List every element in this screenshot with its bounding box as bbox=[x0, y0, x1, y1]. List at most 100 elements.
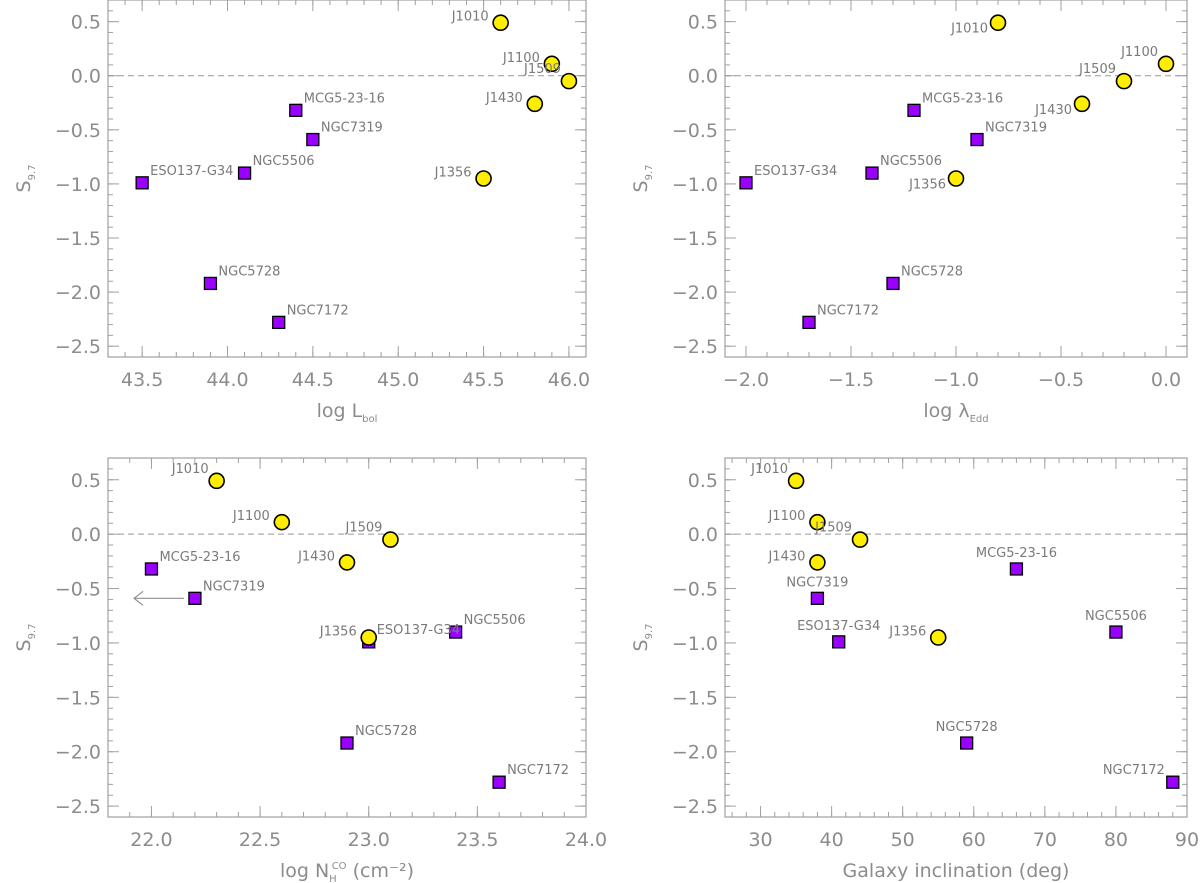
upper-limit-arrow bbox=[133, 590, 185, 606]
x-tick-label: −2.0 bbox=[723, 369, 769, 391]
point-J1356 bbox=[475, 170, 492, 187]
point-label-NGC7172: NGC7172 bbox=[817, 303, 879, 318]
panel-galaxy-inclination: 30 40 50 60 70 80 90 0.5 0.0 −0.5 −1.0 −1.5 −2.0 −2.5… bbox=[630, 457, 1199, 882]
y-axis-label: S9.7 bbox=[630, 165, 655, 193]
point-label-NGC5728: NGC5728 bbox=[901, 264, 963, 279]
y-axis-label: S9.7 bbox=[13, 165, 38, 193]
x-tick-label: 24.0 bbox=[565, 829, 607, 851]
point-NGC5506 bbox=[865, 166, 879, 180]
point-NGC7172 bbox=[802, 315, 816, 330]
point-label-NGC5728: NGC5728 bbox=[218, 264, 280, 279]
y-tick-label: 0.0 bbox=[688, 66, 718, 88]
point-label-NGC5506: NGC5506 bbox=[1085, 609, 1147, 624]
point-NGC5506 bbox=[1109, 625, 1123, 639]
y-tick-label: 0.5 bbox=[688, 12, 718, 34]
point-NGC5728 bbox=[886, 276, 900, 291]
x-axis-label: Galaxy inclination (deg) bbox=[843, 860, 1070, 882]
point-J1100 bbox=[809, 513, 826, 531]
x-tick-label: 50 bbox=[891, 829, 915, 851]
x-tick-label: 44.0 bbox=[206, 369, 248, 391]
y-tick-label: −1.5 bbox=[55, 228, 101, 250]
point-NGC7319 bbox=[188, 591, 202, 605]
y-tick-label: 0.5 bbox=[688, 470, 718, 492]
point-label-J1509: J1509 bbox=[1078, 62, 1116, 77]
point-label-J1010: J1010 bbox=[171, 462, 209, 477]
y-axis-label: S9.7 bbox=[13, 624, 38, 652]
x-tick-label: 45.5 bbox=[462, 369, 504, 391]
point-label-J1356: J1356 bbox=[888, 625, 926, 640]
point-label-NGC7172: NGC7172 bbox=[1103, 763, 1165, 778]
point-label-J1430: J1430 bbox=[297, 549, 335, 564]
plot-frame bbox=[724, 457, 1188, 818]
point-J1509 bbox=[560, 72, 578, 90]
point-NGC5728 bbox=[960, 736, 974, 750]
point-label-NGC7319: NGC7319 bbox=[786, 575, 848, 590]
point-label-MCG5-23-16: MCG5-23-16 bbox=[304, 91, 385, 106]
point-NGC7172 bbox=[1166, 775, 1180, 789]
point-MCG5-23-16 bbox=[1009, 562, 1024, 576]
x-tick-label: 22.0 bbox=[130, 829, 172, 851]
y-tick-label: 0.5 bbox=[71, 12, 101, 34]
y-tick-label: −2.0 bbox=[672, 282, 718, 304]
x-tick-label: 40 bbox=[820, 829, 844, 851]
y-tick-label: −1.5 bbox=[672, 687, 718, 709]
point-label-J1509: J1509 bbox=[523, 62, 561, 77]
y-tick-label: 0.0 bbox=[71, 66, 101, 88]
point-J1430 bbox=[526, 95, 544, 113]
point-J1509 bbox=[1115, 72, 1133, 90]
x-tick-label: 22.5 bbox=[239, 829, 281, 851]
point-label-NGC7319: NGC7319 bbox=[321, 121, 383, 136]
point-NGC7319 bbox=[810, 591, 825, 605]
point-NGC7319 bbox=[306, 132, 320, 147]
point-label-J1100: J1100 bbox=[232, 509, 270, 524]
point-label-ESO137-G34: ESO137-G34 bbox=[754, 164, 837, 179]
panel-column-density: 22.0 22.5 23.0 23.5 24.0 0.5 0.0 −0.5 −1.0 −1.5 −2… bbox=[13, 457, 607, 883]
x-tick-label: 45.0 bbox=[377, 369, 419, 391]
y-tick-label: −0.5 bbox=[672, 579, 718, 601]
y-tick-label: −1.0 bbox=[55, 633, 101, 655]
y-axis-label: S9.7 bbox=[630, 624, 655, 652]
point-label-NGC5728: NGC5728 bbox=[355, 724, 417, 739]
point-label-NGC5506: NGC5506 bbox=[880, 154, 942, 169]
point-J1356 bbox=[947, 170, 965, 187]
point-label-J1430: J1430 bbox=[767, 549, 805, 564]
point-J1010 bbox=[989, 14, 1007, 32]
point-ESO137-G34 bbox=[135, 176, 149, 190]
x-tick-label: 70 bbox=[1033, 829, 1057, 851]
point-J1100 bbox=[543, 55, 561, 73]
y-tick-label: −1.5 bbox=[55, 687, 101, 709]
point-ESO137-G34 bbox=[832, 635, 846, 649]
point-label-NGC5506: NGC5506 bbox=[464, 613, 526, 628]
point-J1100 bbox=[273, 513, 291, 531]
y-tick-label: −1.0 bbox=[55, 174, 101, 196]
point-label-J1430: J1430 bbox=[485, 91, 523, 106]
panel-luminosity: 43.5 44.0 44.5 45.0 45.5 46.0 0.5 0.0 −0.5 −1.0 −1… bbox=[13, 0, 590, 425]
point-NGC7172 bbox=[492, 775, 506, 789]
x-tick-label: 46.0 bbox=[548, 369, 590, 391]
x-tick-label: 60 bbox=[962, 829, 986, 851]
point-label-NGC5506: NGC5506 bbox=[253, 154, 315, 169]
y-tick-label: −1.0 bbox=[672, 174, 718, 196]
x-axis-label: log λEdd bbox=[923, 400, 988, 425]
point-label-MCG5-23-16: MCG5-23-16 bbox=[976, 546, 1057, 561]
point-MCG5-23-16 bbox=[289, 103, 303, 117]
point-label-NGC7172: NGC7172 bbox=[287, 303, 349, 318]
point-label-J1356: J1356 bbox=[434, 166, 472, 181]
x-tick-label: −1.0 bbox=[933, 369, 979, 391]
y-tick-label: 0.5 bbox=[71, 470, 101, 492]
x-axis-label: log NHCO (cm⁻²) bbox=[280, 860, 414, 883]
y-tick-label: −2.5 bbox=[672, 796, 718, 818]
y-tick-label: −2.5 bbox=[672, 336, 718, 358]
point-J1356 bbox=[360, 629, 378, 646]
point-J1010 bbox=[208, 472, 225, 490]
point-NGC5506 bbox=[237, 166, 252, 180]
point-label-J1010: J1010 bbox=[950, 22, 988, 37]
point-label-J1430: J1430 bbox=[1034, 103, 1072, 118]
point-MCG5-23-16 bbox=[907, 103, 921, 117]
point-J1010 bbox=[787, 472, 805, 490]
y-tick-label: −2.0 bbox=[55, 282, 101, 304]
point-label-NGC7172: NGC7172 bbox=[507, 763, 569, 778]
x-tick-label: 44.5 bbox=[292, 369, 334, 391]
y-tick-label: −2.5 bbox=[55, 796, 101, 818]
point-label-J1010: J1010 bbox=[451, 10, 489, 25]
